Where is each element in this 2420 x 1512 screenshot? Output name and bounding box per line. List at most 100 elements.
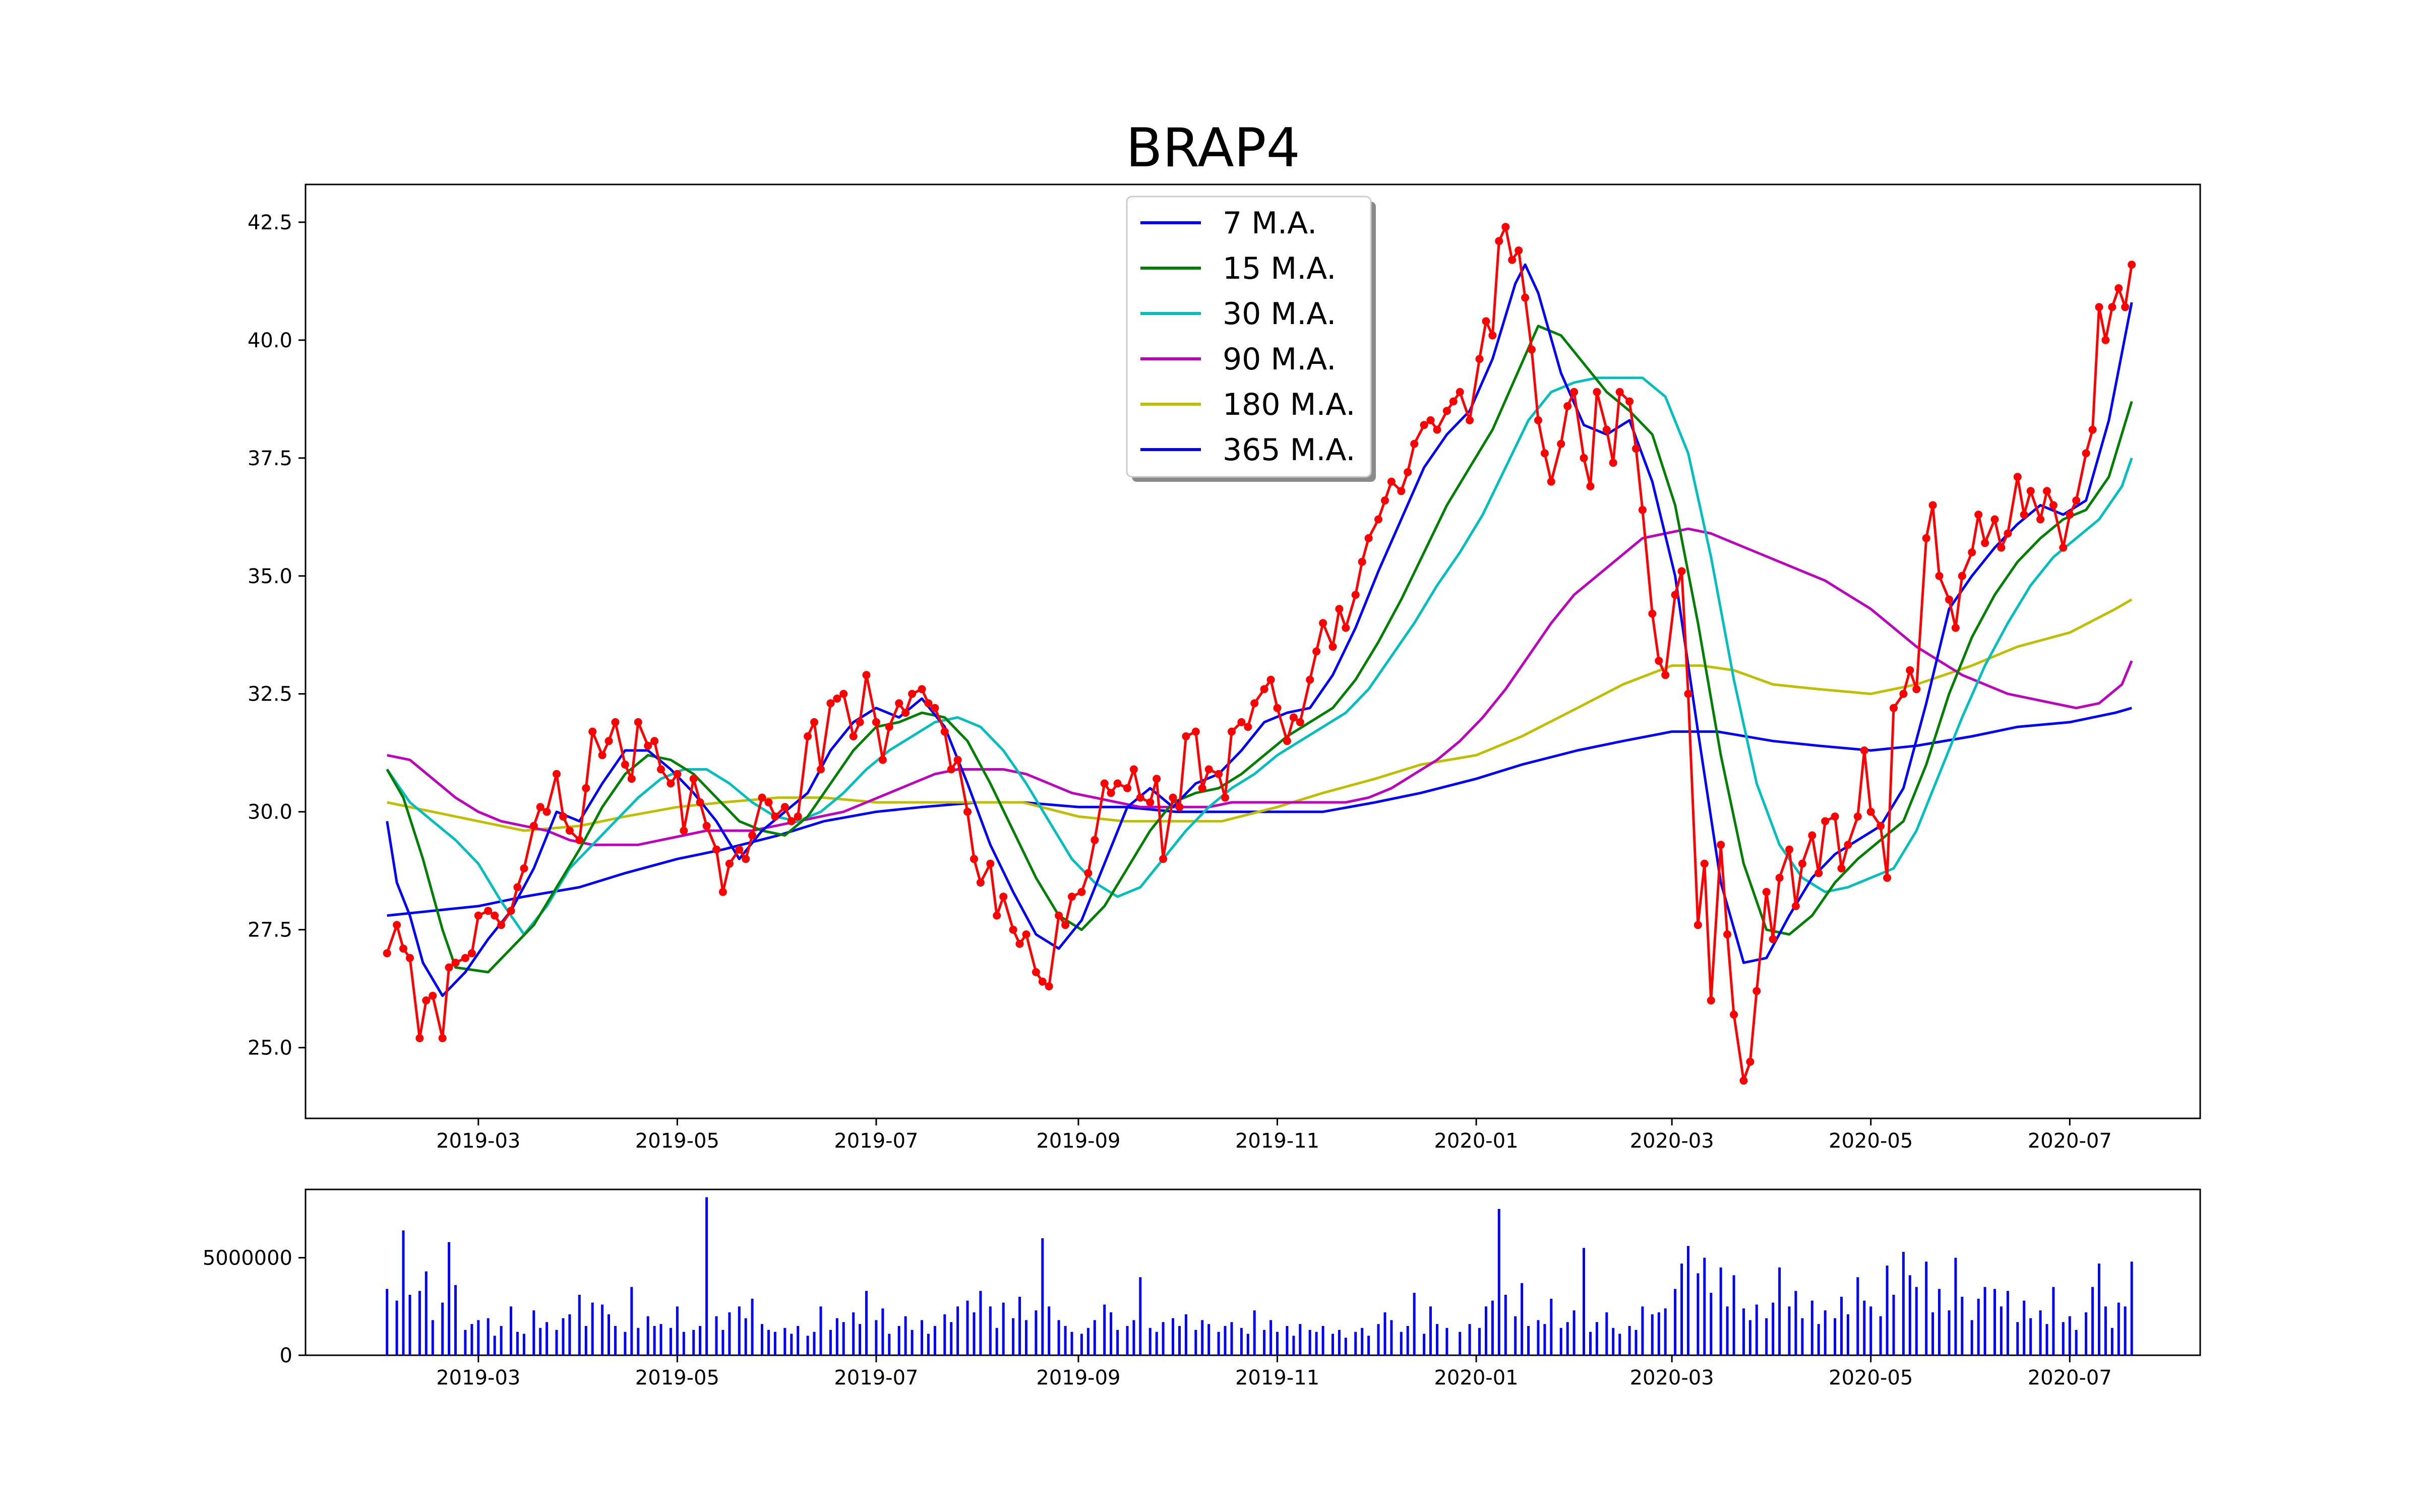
volume-bar	[2085, 1312, 2088, 1355]
volume-bar	[1765, 1318, 1768, 1355]
volume-y-tick-label: 0	[280, 1344, 292, 1367]
volume-x-tick-label: 2019-05	[635, 1366, 719, 1390]
volume-bar	[1423, 1334, 1426, 1355]
volume-bar	[1354, 1332, 1357, 1355]
volume-bar	[1977, 1298, 1980, 1355]
volume-bar	[773, 1332, 776, 1355]
volume-bar	[1344, 1338, 1347, 1355]
close-point	[1860, 746, 1868, 754]
close-point	[780, 803, 789, 811]
volume-bar	[454, 1285, 457, 1355]
close-point	[1495, 237, 1503, 245]
legend: 7 M.A. 15 M.A. 30 M.A. 90 M.A. 180 M.A. 365 M…	[1126, 196, 1376, 482]
close-point	[1501, 223, 1510, 231]
volume-bar	[1263, 1330, 1266, 1355]
close-point	[484, 907, 493, 915]
close-point	[1899, 689, 1908, 698]
price-y-tick-label: 27.5	[248, 919, 292, 942]
volume-bar	[721, 1330, 724, 1355]
volume-bar	[1651, 1314, 1654, 1355]
close-point	[1038, 977, 1047, 986]
volume-bar	[1286, 1326, 1289, 1355]
volume-bar	[441, 1302, 444, 1355]
close-point	[2082, 449, 2090, 458]
volume-bar	[692, 1330, 695, 1355]
close-point	[2095, 303, 2103, 311]
volume-bar	[1824, 1310, 1827, 1355]
close-point	[999, 893, 1008, 901]
volume-bar	[995, 1328, 998, 1355]
close-point	[598, 751, 607, 760]
close-point	[1935, 572, 1944, 580]
close-point	[1237, 718, 1246, 726]
volume-bar	[979, 1291, 982, 1355]
close-point	[1808, 831, 1817, 840]
volume-bar	[1641, 1306, 1644, 1355]
close-point	[422, 996, 431, 1004]
volume-bar	[1012, 1318, 1015, 1355]
close-point	[878, 755, 887, 764]
close-point	[1296, 718, 1304, 726]
close-point	[1123, 784, 1131, 792]
close-point	[1015, 939, 1024, 948]
close-point	[1358, 557, 1366, 566]
volume-bar	[1863, 1300, 1866, 1355]
volume-bar	[1778, 1267, 1781, 1355]
close-point	[712, 845, 720, 854]
price-y-axis: 25.0 27.5 30.0 32.5 35.0 37.5 40.0 42.5	[248, 211, 306, 1060]
legend-label: 7 M.A.	[1223, 206, 1317, 241]
volume-bar	[783, 1328, 786, 1355]
volume-bar	[1948, 1310, 1951, 1355]
volume-bar	[1697, 1273, 1700, 1355]
ma-line-7	[386, 263, 2133, 997]
volume-x-tick-label: 2020-05	[1829, 1366, 1913, 1390]
volume-bar	[2006, 1291, 2009, 1355]
close-point	[1648, 609, 1657, 618]
volume-bar	[1537, 1320, 1540, 1355]
close-point	[650, 737, 659, 745]
close-point	[582, 784, 590, 792]
close-point	[1215, 770, 1223, 778]
volume-bar	[516, 1332, 519, 1355]
volume-bar	[402, 1230, 405, 1355]
close-point	[1655, 657, 1663, 665]
close-point	[445, 963, 453, 972]
close-point	[1228, 727, 1236, 736]
close-point	[1677, 567, 1686, 576]
close-point	[1798, 859, 1806, 868]
close-point	[1273, 704, 1282, 712]
volume-bar	[1429, 1306, 1432, 1355]
close-point	[1374, 515, 1382, 524]
close-point	[1113, 779, 1122, 788]
volume-bar	[852, 1312, 855, 1355]
price-x-tick-label: 2020-07	[2028, 1129, 2112, 1153]
volume-bar	[904, 1316, 907, 1355]
volume-bar	[699, 1326, 702, 1355]
close-point	[1091, 836, 1099, 844]
price-y-tick-label: 32.5	[248, 683, 292, 706]
close-point	[2026, 487, 2035, 495]
volume-bar	[1925, 1262, 1928, 1355]
close-point	[1289, 713, 1298, 722]
close-point	[1866, 807, 1875, 816]
volume-bar	[408, 1295, 411, 1355]
volume-bar	[1240, 1328, 1243, 1355]
price-x-tick-label: 2019-05	[635, 1129, 719, 1153]
close-point	[536, 803, 544, 811]
legend-label: 365 M.A.	[1223, 432, 1356, 468]
price-x-tick-label: 2019-07	[834, 1129, 918, 1153]
close-point	[1381, 496, 1389, 505]
volume-bar	[1139, 1277, 1142, 1355]
close-point	[702, 822, 711, 830]
volume-bar	[562, 1318, 565, 1355]
close-point	[634, 718, 642, 726]
volume-bar	[2117, 1302, 2120, 1355]
volume-bar	[1840, 1296, 1843, 1355]
volume-bar	[601, 1304, 604, 1355]
volume-bar	[608, 1314, 610, 1355]
price-y-tick-label: 30.0	[248, 801, 292, 824]
volume-bar	[539, 1328, 542, 1355]
close-point	[1922, 534, 1930, 542]
volume-bar	[1788, 1306, 1791, 1355]
close-point	[1912, 685, 1921, 694]
